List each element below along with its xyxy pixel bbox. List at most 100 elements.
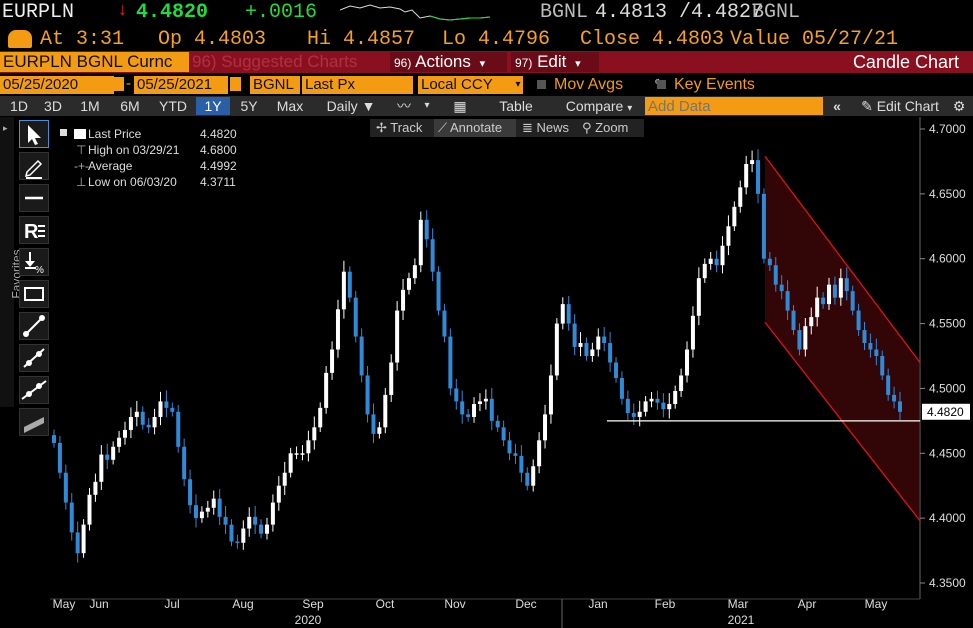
candle-body <box>365 375 370 415</box>
pointer-tool[interactable] <box>19 120 49 148</box>
favorites-rail[interactable]: Favorites ▸ <box>0 117 24 407</box>
candle-body <box>832 284 837 298</box>
collapse-icon[interactable]: « <box>833 98 841 114</box>
chevron-down-icon[interactable]: ▾ <box>424 100 430 111</box>
trendline-tool[interactable] <box>19 312 49 340</box>
calendar-icon[interactable] <box>113 77 124 91</box>
news-label: News <box>536 120 570 135</box>
candle-body <box>602 336 607 344</box>
frequency-dropdown[interactable]: Daily ▼ <box>318 97 384 115</box>
gear-icon[interactable]: ⚙ <box>952 98 966 114</box>
extended-line-tool[interactable] <box>19 376 49 404</box>
last-price-swatch <box>74 129 86 139</box>
expand-icon[interactable]: ▸ <box>3 123 8 133</box>
trend-channel[interactable] <box>764 155 921 522</box>
candle-body <box>773 265 778 285</box>
period-button-1d[interactable]: 1D <box>10 98 28 114</box>
candle-body <box>685 349 690 376</box>
candle-body <box>868 343 873 350</box>
parameter-bar: 05/25/2020 - 05/25/2021 BGNL Last Px Loc… <box>0 75 973 96</box>
x-month-label: May <box>865 597 888 611</box>
field-selector[interactable]: Last Px <box>302 76 413 94</box>
table-button[interactable]: Table <box>499 98 533 114</box>
source-field[interactable]: BGNL <box>250 76 300 94</box>
candle-body <box>182 446 187 480</box>
compare-dropdown[interactable]: Compare ▾ <box>557 97 641 115</box>
start-date-field[interactable]: 05/25/2020 <box>0 76 114 94</box>
candle-body <box>306 440 311 454</box>
currency-selector[interactable]: Local CCY <box>418 76 514 94</box>
channel-upper-line[interactable] <box>764 155 921 363</box>
period-button-1y[interactable]: 1Y <box>196 97 230 115</box>
cursor-arrow-icon <box>28 125 41 145</box>
percent-icon: % <box>35 265 44 275</box>
legend-avg-label: Average <box>88 159 133 173</box>
pencil-tool[interactable] <box>19 152 49 180</box>
period-button-6m[interactable]: 6M <box>120 98 140 114</box>
pencil-icon <box>24 159 43 178</box>
candle-body <box>99 454 104 482</box>
key-events-checkbox[interactable] <box>657 80 666 89</box>
mov-avgs-checkbox[interactable] <box>537 80 546 89</box>
candle-body <box>543 414 548 441</box>
line-chart-icon[interactable]: 〰 <box>397 98 411 114</box>
candle-body <box>815 297 820 318</box>
period-button-ytd[interactable]: YTD <box>159 98 187 114</box>
candle-body <box>442 310 447 337</box>
candle-body <box>193 505 198 519</box>
candle-body <box>560 304 565 324</box>
edit-menu[interactable]: 97) Edit ▾ <box>511 52 599 72</box>
horizontal-line-tool[interactable] <box>19 184 49 212</box>
news-button[interactable]: ≣ News <box>522 120 569 136</box>
table-icon[interactable]: ▦ <box>453 98 467 114</box>
annotate-button[interactable]: ⟋ Annotate <box>434 119 516 137</box>
percent-tool[interactable]: % <box>19 248 49 276</box>
candle-body <box>732 206 737 227</box>
candle-body <box>554 323 559 376</box>
x-month-label: Dec <box>515 597 536 611</box>
period-button-5y[interactable]: 5Y <box>240 98 258 114</box>
candle-body <box>874 349 879 356</box>
channel-tool[interactable] <box>19 408 49 436</box>
candle-body <box>578 343 583 347</box>
text-tool[interactable]: R <box>19 216 49 244</box>
candle-body <box>572 323 577 347</box>
calendar-icon[interactable] <box>230 77 241 91</box>
candle-body <box>880 356 885 376</box>
actions-menu[interactable]: 96) Actions ▾ <box>390 52 507 72</box>
text-r-icon: R <box>24 221 39 243</box>
candle-body <box>122 429 127 438</box>
period-button-3d[interactable]: 3D <box>44 98 62 114</box>
add-data-input[interactable] <box>645 97 823 115</box>
mov-avgs-label: Mov Avgs <box>554 76 624 93</box>
rectangle-tool[interactable] <box>19 280 49 308</box>
suggested-charts-button[interactable]: 96) Suggested Charts <box>192 52 358 71</box>
candle-body <box>312 427 317 441</box>
candle-body <box>300 453 305 455</box>
candle-body <box>418 219 423 266</box>
candle-body <box>507 440 512 454</box>
candle-body <box>140 411 145 425</box>
end-date-field[interactable]: 05/25/2021 <box>134 76 228 94</box>
zoom-button[interactable]: ⚲ Zoom <box>582 120 628 136</box>
candle-chart[interactable]: 4.7000 4.6500 4.6000 4.5500 4.5000 4.4500 4.40… <box>0 117 973 628</box>
period-button-1m[interactable]: 1M <box>80 98 100 114</box>
speedometer-icon[interactable] <box>8 30 32 48</box>
channel-lower-line[interactable] <box>764 321 921 522</box>
actions-number: 96) <box>394 56 412 70</box>
candle-body <box>477 401 482 404</box>
ray-tool[interactable] <box>19 344 49 372</box>
x-month-label: Jun <box>89 597 108 611</box>
period-button-max[interactable]: Max <box>276 98 304 114</box>
candle-body <box>803 326 808 350</box>
chart-area[interactable]: 4.7000 4.6500 4.6000 4.5500 4.5000 4.4500 4.40… <box>0 117 973 628</box>
candle-body <box>519 455 524 473</box>
chevron-down-icon[interactable]: ▾ <box>513 76 523 94</box>
legend-last-label: Last Price <box>88 127 142 141</box>
security-field[interactable]: EURPLN BGNL Curnc <box>0 52 189 72</box>
candle-body <box>584 343 589 356</box>
candle-body <box>117 437 122 447</box>
candle-body <box>667 403 672 410</box>
track-button[interactable]: ✢ Track <box>376 120 422 136</box>
edit-chart-button[interactable]: ✎ Edit Chart <box>852 97 948 115</box>
